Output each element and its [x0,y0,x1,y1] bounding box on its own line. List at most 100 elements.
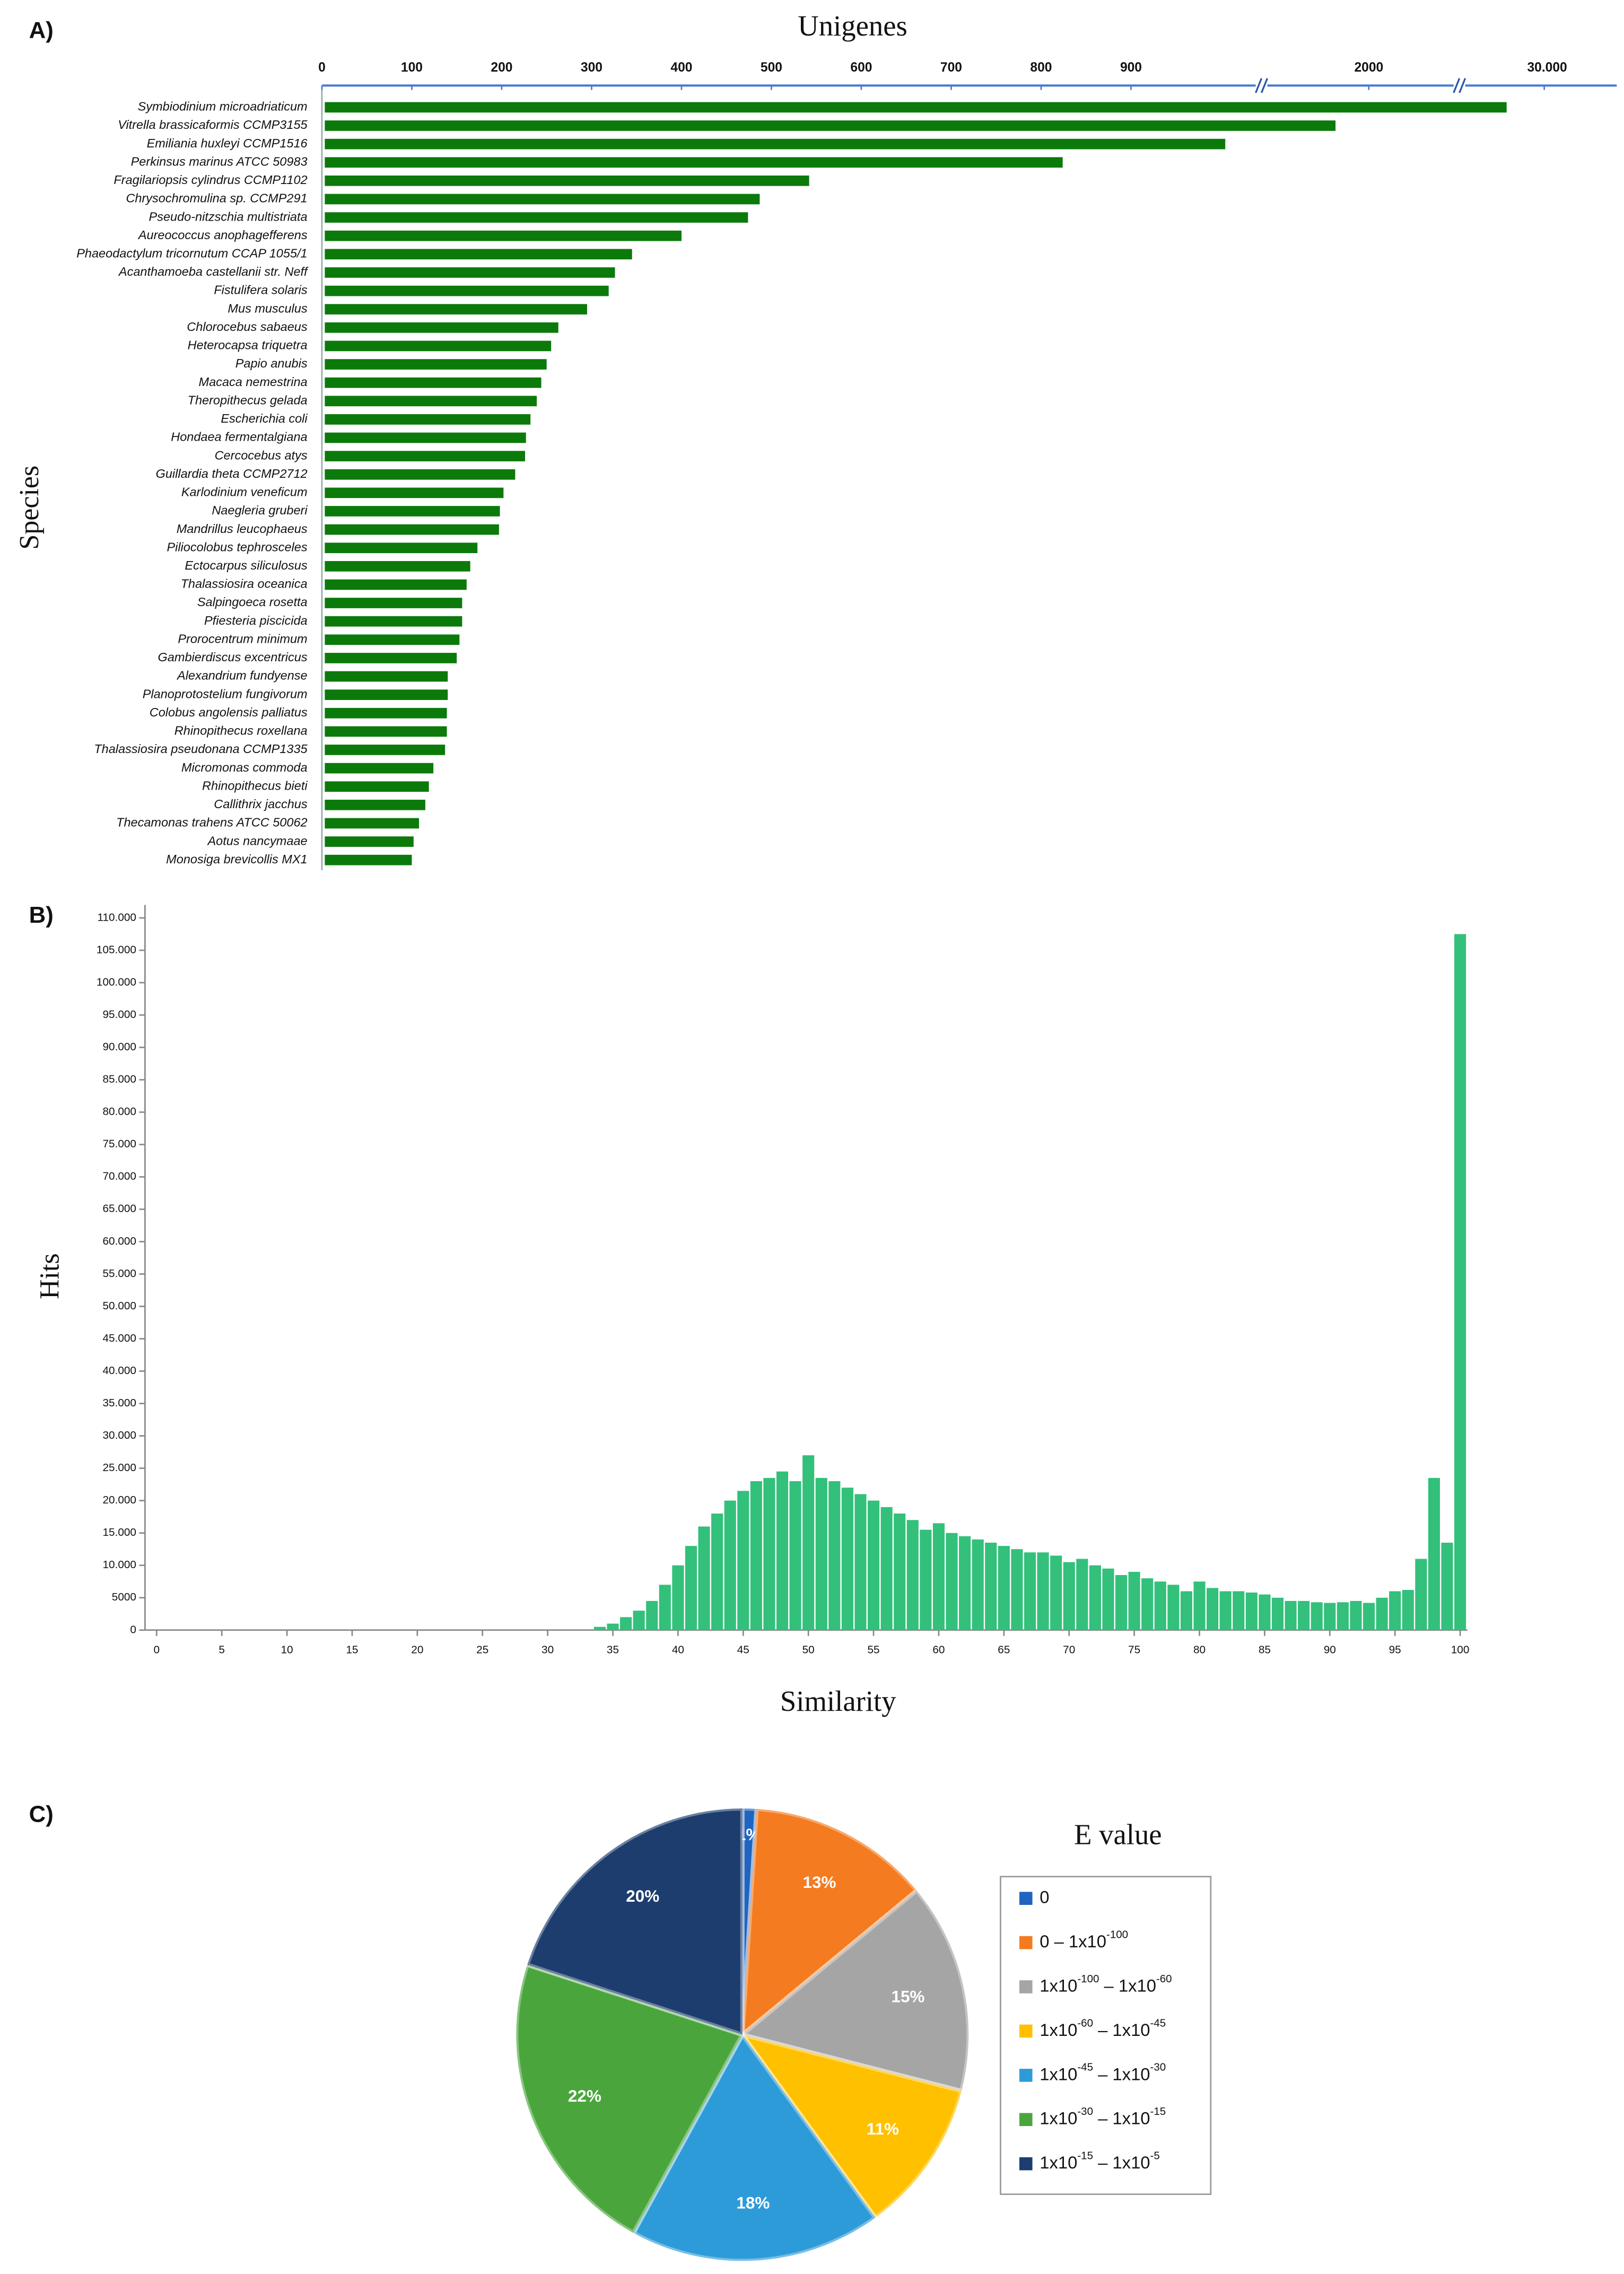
bar [325,854,412,865]
y-tick-label: 85.000 [102,1073,136,1086]
legend-swatch [1019,2157,1033,2171]
axis-break-gap [1453,80,1465,92]
legend-label-part: – 1x10 [1093,2153,1150,2172]
bar [998,1546,1010,1630]
y-tick-label: Rhinopithecus roxellana [174,724,308,738]
bar [325,634,460,645]
legend-label-part: -100 [1106,1929,1128,1941]
y-tick-label: 40.000 [102,1365,136,1377]
x-tick-label: 800 [1030,60,1052,75]
bar [1245,1592,1258,1630]
bar [1180,1591,1192,1630]
legend-label-part: 1x10 [1040,2064,1077,2084]
x-tick-label: 25 [476,1644,488,1656]
pie-slice [740,1806,759,2035]
y-tick-label: Escherichia coli [221,412,308,425]
bar [325,689,448,700]
y-tick-label: Cercocebus atys [215,448,308,462]
bar [1063,1562,1075,1630]
y-tick-label: 60.000 [102,1235,136,1247]
bar [325,598,462,608]
bar [325,543,478,554]
y-tick-label: Planoprotostelium fungivorum [143,687,308,701]
bar [802,1455,815,1630]
y-tick-label: Piliocolobus tephrosceles [167,540,307,554]
bar [1454,934,1466,1630]
bar [1324,1603,1336,1630]
bar [672,1565,684,1630]
y-tick-label: Thalassiosira oceanica [181,577,308,591]
legend-label: 1x10-100 – 1x10-60 [1040,1973,1172,1995]
bar [1311,1602,1323,1630]
y-axis-title: Species [14,466,45,550]
y-tick-label: Heterocapsa triquetra [188,338,308,352]
pie-slice [514,1962,746,2236]
bar [325,359,547,370]
y-tick-label: Mus musculus [228,301,307,315]
data-label: 22% [568,2087,601,2105]
axis-break [1260,78,1268,93]
x-tick-label: 400 [670,60,692,75]
bar [325,267,615,278]
bar [698,1526,710,1630]
x-tick-label: 100 [1451,1644,1470,1656]
bar [325,469,516,480]
axis-break [1255,78,1263,93]
y-tick-label: 35.000 [102,1397,136,1409]
legend-label-part: 1x10 [1040,2153,1077,2172]
x-tick-label: 85 [1259,1644,1271,1656]
y-tick-label: Emiliania huxleyi CCMP1516 [147,136,308,150]
x-tick-label: 100 [401,60,423,75]
bar [776,1471,789,1630]
bar [325,157,1063,168]
bar [854,1494,867,1630]
legend-label-part: 1x10 [1040,2108,1077,2128]
bar [325,322,558,333]
bar [1402,1590,1414,1630]
bar [325,653,457,663]
panel-label: B) [29,902,54,928]
bar [920,1529,932,1630]
bar [325,432,526,443]
bar [325,579,467,590]
bar [1102,1568,1114,1630]
panel-label: C) [29,1801,54,1827]
y-tick-label: Fragilariopsis cylindrus CCMP1102 [113,173,307,187]
bar [325,102,1507,113]
bar [894,1514,906,1630]
bar [750,1481,762,1630]
bar [325,836,414,847]
legend-label-part: 1x10 [1040,2020,1077,2040]
y-tick-label: 110.000 [97,911,136,923]
bar [633,1611,645,1630]
bar [789,1481,801,1630]
y-tick-label: Pseudo-nitzschia multistriata [149,209,308,223]
bar [325,120,1336,131]
y-tick-label: Ectocarpus siliculosus [185,558,307,572]
legend-swatch [1019,2113,1033,2127]
bar [972,1539,984,1630]
x-tick-label: 30.000 [1527,60,1567,75]
bar [325,818,419,829]
legend-label-part: -15 [1150,2106,1166,2118]
y-tick-label: Aotus nancymaae [206,834,307,847]
bar [593,1626,606,1630]
legend-label-part: – 1x10 [1093,2020,1150,2040]
bar [1428,1477,1440,1630]
bar [325,763,434,774]
bar [325,726,447,737]
data-label: 20% [626,1887,659,1905]
y-tick-label: Micromonas commoda [181,760,308,774]
x-tick-label: 70 [1063,1644,1075,1656]
legend-label-part: -30 [1077,2106,1093,2118]
legend-label: 0 – 1x10-100 [1040,1929,1128,1951]
legend-label: 1x10-45 – 1x10-30 [1040,2061,1166,2084]
y-tick-label: Macaca nemestrina [199,375,308,389]
x-tick-label: 60 [932,1644,945,1656]
chart-title: Unigenes [798,10,907,42]
legend-label-part: -45 [1077,2061,1093,2074]
y-tick-label: 15.000 [102,1526,136,1538]
bar [1285,1600,1297,1630]
bar [959,1536,971,1630]
bar [1193,1581,1206,1630]
